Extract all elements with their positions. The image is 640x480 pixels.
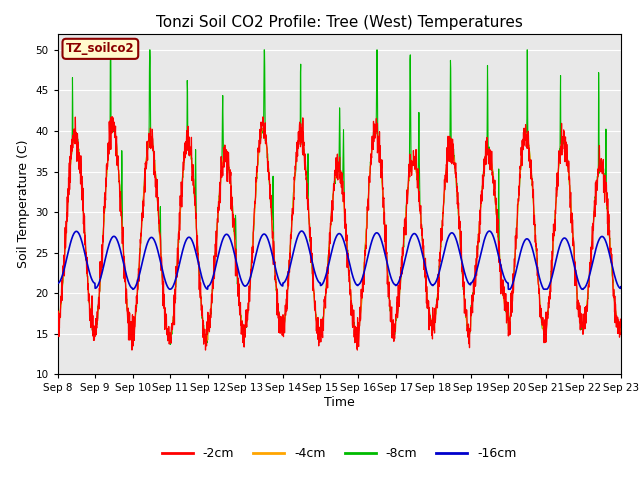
Legend: -2cm, -4cm, -8cm, -16cm: -2cm, -4cm, -8cm, -16cm [157,442,522,465]
X-axis label: Time: Time [324,396,355,409]
Y-axis label: Soil Temperature (C): Soil Temperature (C) [17,140,30,268]
Text: TZ_soilco2: TZ_soilco2 [66,42,134,55]
Title: Tonzi Soil CO2 Profile: Tree (West) Temperatures: Tonzi Soil CO2 Profile: Tree (West) Temp… [156,15,523,30]
